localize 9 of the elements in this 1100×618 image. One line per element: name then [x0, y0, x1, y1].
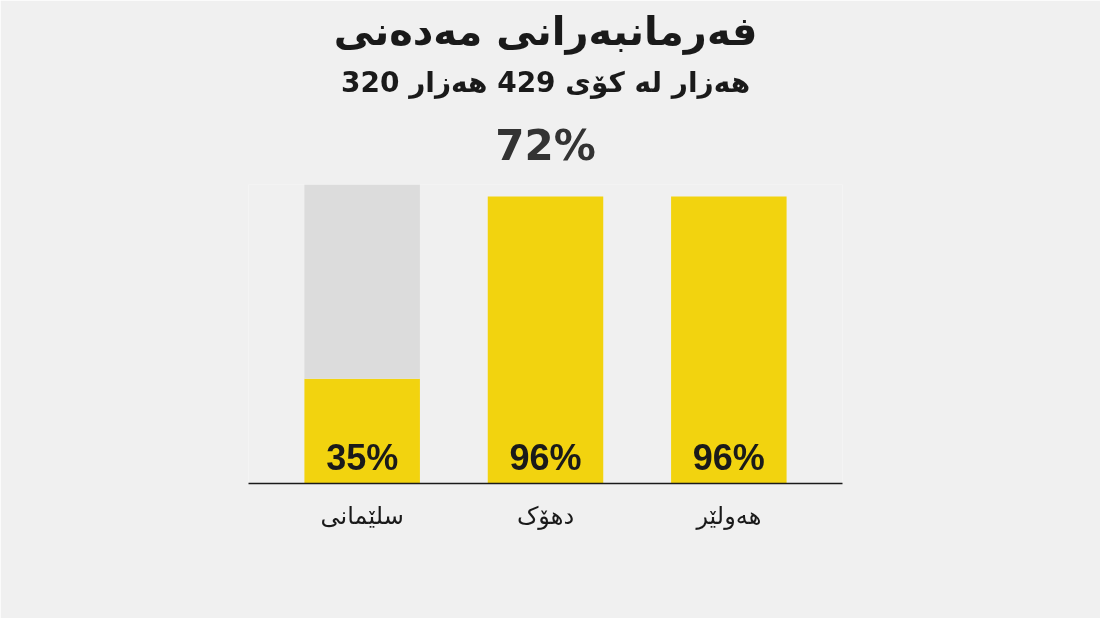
chart-subtitle: 320 هەزار لە کۆی 429 هەزار — [340, 65, 751, 99]
chart-title: فەرمانبەرانی مەدەنی — [333, 7, 758, 55]
x-tick-label: دهۆک — [516, 501, 575, 530]
data-label: 96% — [509, 436, 582, 478]
data-label: 96% — [692, 436, 765, 478]
x-tick-label: سلێمانی — [320, 501, 404, 530]
data-label: 35% — [326, 436, 399, 478]
x-tick-label: هەولێر — [695, 501, 762, 530]
text: 72% — [495, 120, 596, 170]
